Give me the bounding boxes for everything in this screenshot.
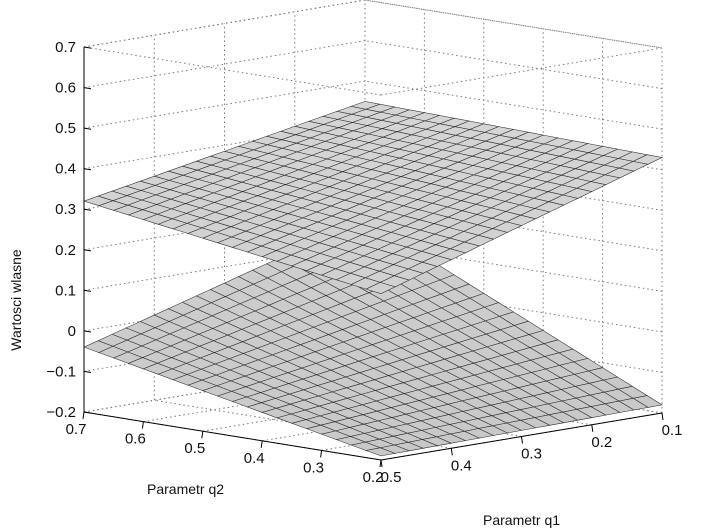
z-tick-mark [83,87,92,90]
z-tick-label: −0.2 [46,404,76,421]
x-axis-label: Parametr q1 [483,512,560,528]
surface-upper [83,101,663,294]
x-tick-mark [661,412,664,421]
z-tick-label: 0 [68,323,76,340]
x-tick-label: 0.1 [662,422,683,439]
grid-line-z [364,323,663,373]
z-tick-mark [83,127,92,130]
grid-line-z [364,161,663,211]
x-tick-label: 0.3 [521,446,542,463]
x-tick-mark [521,436,523,444]
z-tick-label: 0.2 [55,242,76,259]
tick-labels: −0.2 −0.1 0 0.1 0.2 0.3 0.4 0.5 0.6 0.7 0.2 0.3 0.4 0… [46,39,682,486]
y-tick-label: 0.6 [125,431,146,448]
z-tick-mark [83,370,92,373]
z-tick-label: −0.1 [46,363,76,380]
grid-line-z [364,80,663,130]
surface-patch [365,282,396,294]
z-tick-mark [83,46,92,49]
box-edge [83,46,382,96]
z-tick-label: 0.3 [55,201,76,218]
surface-patch [365,447,397,457]
y-axis-line [83,411,382,461]
y-tick-mark [260,440,263,448]
z-tick-mark [83,330,92,333]
x-tick-label: 0.5 [381,469,402,486]
y-tick-mark [320,450,323,458]
z-tick-mark [83,168,92,171]
y-tick-label: 0.7 [66,421,87,438]
z-tick-mark [83,249,92,252]
grid-line-z [364,40,663,90]
x-tick-mark [380,459,383,468]
grid-line-z [364,242,663,292]
z-tick-label: 0.5 [55,120,76,137]
grid-line-z [364,202,663,252]
grid-line-z [364,0,663,49]
y-tick-mark [82,411,85,420]
y-tick-label: 0.5 [184,440,205,457]
y-tick-label: 0.2 [363,469,384,486]
x-tick-mark [591,424,594,432]
box-edge [364,0,663,49]
x-tick-label: 0.2 [591,434,612,451]
z-tick-label: 0.4 [55,161,76,178]
y-tick-label: 0.3 [303,459,324,476]
z-tick-label: 0.6 [55,80,76,97]
y-tick-mark [141,421,144,429]
z-tick-label: 0.7 [55,39,76,56]
box-edge [380,47,663,96]
y-tick-mark [201,431,204,439]
x-tick-label: 0.4 [451,457,472,474]
y-axis-label: Parametr q2 [147,481,224,497]
surfaces [83,101,663,457]
z-tick-mark [83,411,92,414]
x-tick-mark [450,448,453,456]
z-tick-label: 0.1 [55,282,76,299]
grid-line-z [364,283,663,333]
z-tick-mark [83,289,92,292]
z-axis-label: Wartosci wlasne [8,249,24,351]
z-tick-mark [83,208,92,211]
y-tick-label: 0.4 [244,450,265,467]
